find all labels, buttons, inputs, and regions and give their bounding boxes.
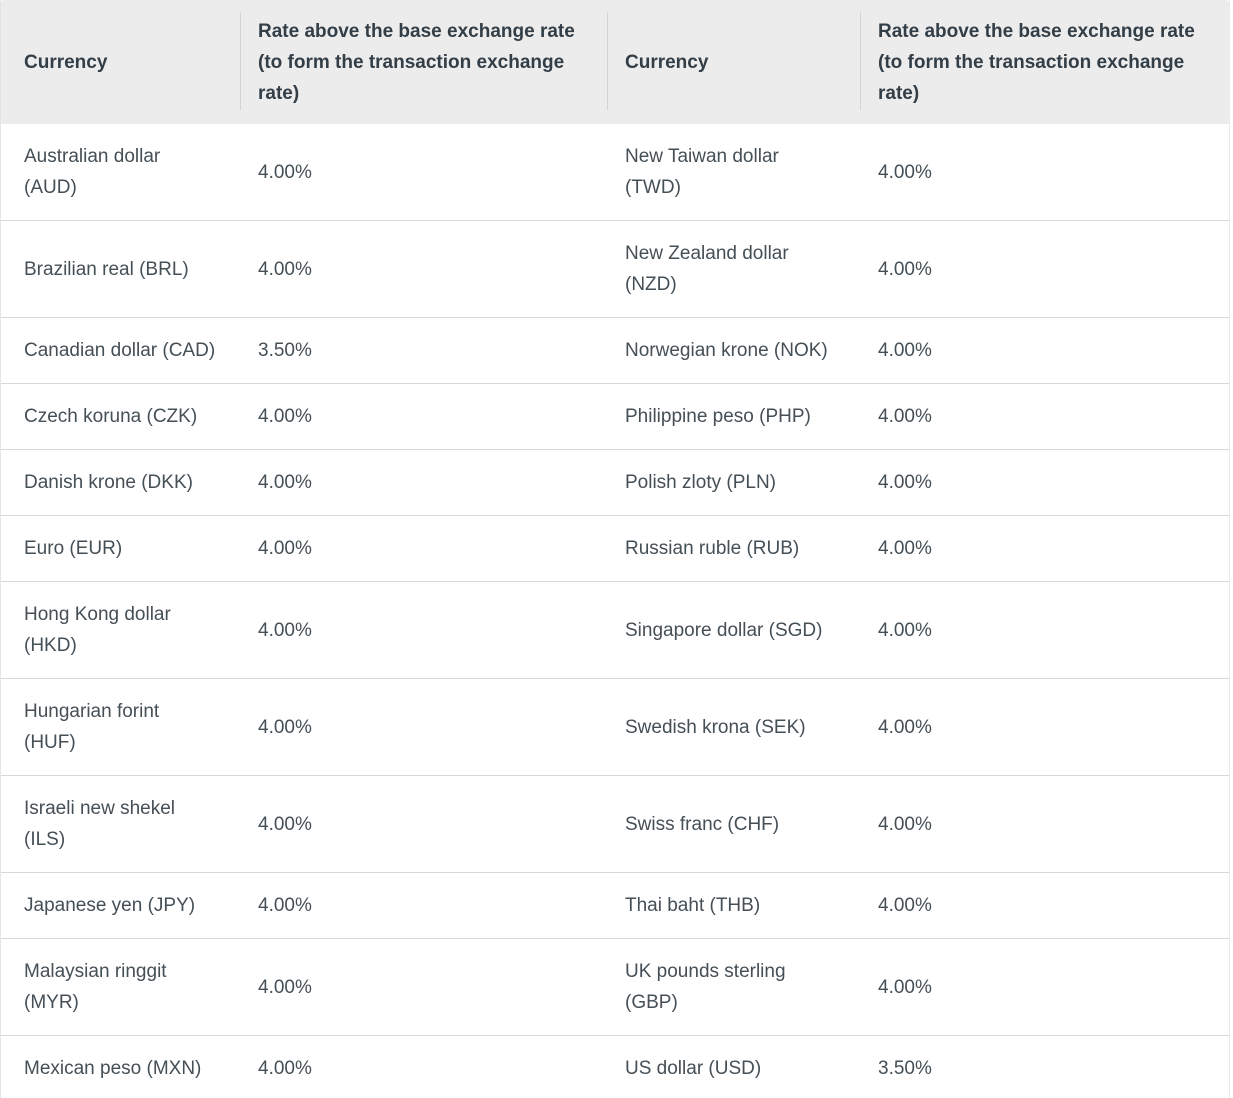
- rate-cell: 4.00%: [258, 813, 312, 835]
- currency-cell: Singapore dollar (SGD): [625, 619, 823, 641]
- table-row: Czech koruna (CZK) 4.00% Philippine peso…: [1, 384, 1229, 450]
- currency-cell: Hungarian forint (HUF): [24, 701, 160, 753]
- rate-cell: 4.00%: [258, 258, 312, 280]
- currency-cell: Swiss franc (CHF): [625, 813, 780, 835]
- table-row: Euro (EUR) 4.00% Russian ruble (RUB) 4.0…: [1, 516, 1229, 582]
- rate-cell: 4.00%: [258, 406, 312, 427]
- table-row: Canadian dollar (CAD) 3.50% Norwegian kr…: [1, 318, 1229, 384]
- table-row: Hungarian forint (HUF) 4.00% Swedish kro…: [1, 679, 1229, 776]
- table-header-row: Currency Rate above the base exchange ra…: [1, 0, 1229, 124]
- rate-cell: 4.00%: [258, 619, 312, 641]
- rate-cell: 4.00%: [258, 976, 312, 998]
- table-row: Israeli new shekel (ILS) 4.00% Swiss fra…: [1, 776, 1229, 873]
- currency-cell: Russian ruble (RUB): [625, 538, 800, 559]
- rate-cell: 4.00%: [258, 895, 312, 916]
- header-rate-right: Rate above the base exchange rate (to fo…: [860, 0, 1229, 124]
- rate-cell: 3.50%: [258, 340, 312, 361]
- table-row: Mexican peso (MXN) 4.00% US dollar (USD)…: [1, 1036, 1229, 1098]
- rate-cell: 4.00%: [258, 538, 312, 559]
- currency-cell: Philippine peso (PHP): [625, 406, 811, 427]
- currency-cell: Euro (EUR): [24, 538, 123, 559]
- header-currency-right: Currency: [607, 0, 860, 124]
- rate-cell: 4.00%: [878, 538, 932, 559]
- rate-cell: 3.50%: [878, 1058, 932, 1079]
- rate-cell: 4.00%: [258, 161, 312, 183]
- currency-cell: US dollar (USD): [625, 1058, 762, 1079]
- currency-cell: Malaysian ringgit (MYR): [24, 961, 167, 1013]
- rate-cell: 4.00%: [878, 258, 932, 280]
- rate-cell: 4.00%: [258, 1058, 312, 1079]
- table-row: Malaysian ringgit (MYR) 4.00% UK pounds …: [1, 939, 1229, 1036]
- rate-cell: 4.00%: [258, 716, 312, 738]
- currency-cell: Thai baht (THB): [625, 895, 761, 916]
- currency-cell: Czech koruna (CZK): [24, 406, 198, 427]
- currency-cell: Hong Kong dollar (HKD): [24, 604, 171, 656]
- table-row: Danish krone (DKK) 4.00% Polish zloty (P…: [1, 450, 1229, 516]
- rate-cell: 4.00%: [878, 619, 932, 641]
- rate-cell: 4.00%: [878, 716, 932, 738]
- currency-cell: Norwegian krone (NOK): [625, 340, 828, 361]
- currency-cell: Danish krone (DKK): [24, 472, 193, 493]
- currency-cell: Brazilian real (BRL): [24, 258, 189, 280]
- rate-cell: 4.00%: [878, 813, 932, 835]
- rate-cell: 4.00%: [878, 895, 932, 916]
- header-rate-left: Rate above the base exchange rate (to fo…: [240, 0, 607, 124]
- header-currency-left: Currency: [24, 51, 108, 73]
- rate-cell: 4.00%: [878, 406, 932, 427]
- currency-cell: New Zealand dollar (NZD): [625, 243, 789, 295]
- currency-cell: New Taiwan dollar (TWD): [625, 146, 779, 198]
- rate-cell: 4.00%: [258, 472, 312, 493]
- currency-cell: Japanese yen (JPY): [24, 895, 196, 916]
- currency-cell: Swedish krona (SEK): [625, 716, 806, 738]
- table-row: Japanese yen (JPY) 4.00% Thai baht (THB)…: [1, 873, 1229, 939]
- currency-cell: Israeli new shekel (ILS): [24, 798, 176, 850]
- rate-cell: 4.00%: [878, 340, 932, 361]
- currency-cell: Australian dollar (AUD): [24, 146, 161, 198]
- table-row: Brazilian real (BRL) 4.00% New Zealand d…: [1, 221, 1229, 318]
- currency-cell: Polish zloty (PLN): [625, 472, 776, 493]
- table-row: Hong Kong dollar (HKD) 4.00% Singapore d…: [1, 582, 1229, 679]
- currency-cell: Mexican peso (MXN): [24, 1058, 202, 1079]
- rate-cell: 4.00%: [878, 161, 932, 183]
- rate-cell: 4.00%: [878, 472, 932, 493]
- rate-cell: 4.00%: [878, 976, 932, 998]
- table-row: Australian dollar (AUD) 4.00% New Taiwan…: [1, 124, 1229, 221]
- table-body: Australian dollar (AUD) 4.00% New Taiwan…: [1, 124, 1229, 1098]
- currency-cell: UK pounds sterling (GBP): [625, 961, 786, 1013]
- currency-cell: Canadian dollar (CAD): [24, 340, 216, 361]
